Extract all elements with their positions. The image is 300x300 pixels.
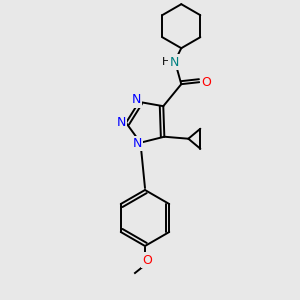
Text: N: N [169,56,179,69]
Text: H: H [162,57,170,67]
Text: N: N [116,116,126,129]
Text: O: O [142,254,152,266]
Text: N: N [131,93,141,106]
Text: O: O [201,76,211,89]
Text: N: N [133,137,142,150]
